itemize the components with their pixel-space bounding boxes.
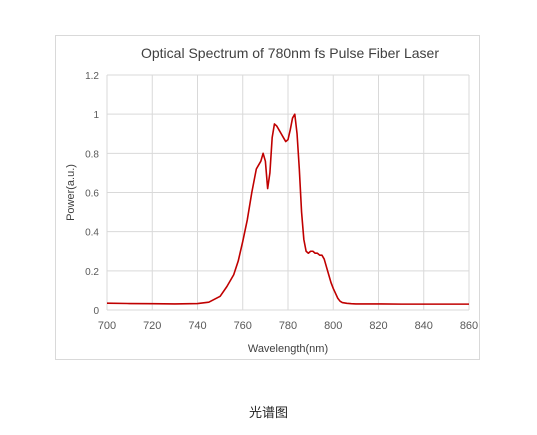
x-tick-label: 700 [98, 320, 116, 332]
x-axis-label: Wavelength(nm) [248, 343, 328, 355]
x-tick-label: 860 [460, 320, 478, 332]
series-line [106, 113, 469, 305]
y-tick-label: 0.2 [85, 267, 99, 278]
chart-frame: 700 720 740 760 780 800 820 840 860 0 0.2 0.4 0.6 0.8… [55, 35, 480, 360]
x-tick-label: 820 [369, 320, 387, 332]
y-tick-label: 0.4 [85, 228, 99, 239]
chart-title: Optical Spectrum of 780nm fs Pulse Fiber… [141, 45, 439, 61]
y-tick-label: 1.2 [85, 71, 99, 82]
y-tick-label: 0.6 [85, 189, 99, 200]
x-tick-label: 740 [188, 320, 206, 332]
x-tick-label: 720 [143, 320, 161, 332]
spectrum-chart: 700 720 740 760 780 800 820 840 860 0 0.2 0.4 0.6 0.8… [65, 45, 478, 355]
x-tick-label: 840 [415, 320, 433, 332]
y-axis-label: Power(a.u.) [65, 164, 77, 221]
y-tick-label: 1 [93, 110, 99, 121]
figure-caption: 光谱图 [248, 405, 288, 420]
x-tick-label: 780 [279, 320, 297, 332]
x-tick-label: 760 [234, 320, 252, 332]
y-tick-label: 0.8 [85, 149, 99, 160]
x-tick-label: 800 [324, 320, 342, 332]
y-tick-label: 0 [93, 306, 99, 317]
